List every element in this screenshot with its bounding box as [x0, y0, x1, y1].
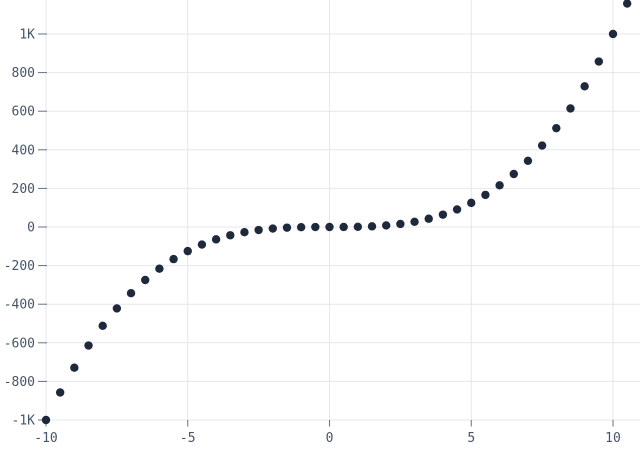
- y-axis-tick-label: 800: [12, 66, 35, 81]
- y-axis-tick-label: -400: [4, 298, 35, 313]
- data-point: [509, 169, 518, 179]
- data-point: [608, 29, 618, 39]
- data-point: [481, 190, 490, 200]
- x-axis-tick-label: -5: [180, 431, 196, 446]
- data-point: [523, 156, 533, 166]
- data-point: [382, 221, 391, 230]
- data-point: [594, 57, 604, 66]
- data-point: [495, 181, 504, 190]
- data-point: [155, 264, 164, 273]
- data-point: [580, 82, 589, 91]
- y-axis-tick-label: -200: [4, 259, 35, 274]
- data-point: [226, 231, 235, 240]
- data-point: [353, 222, 363, 232]
- data-point: [84, 341, 93, 350]
- data-point: [410, 217, 419, 226]
- data-point: [452, 205, 462, 214]
- data-point: [552, 123, 561, 133]
- data-point: [41, 415, 51, 425]
- data-point: [211, 235, 221, 244]
- data-point: [98, 321, 107, 331]
- x-axis-tick-label: -10: [34, 431, 57, 446]
- x-axis-tick-label: 5: [467, 431, 475, 446]
- data-point: [282, 223, 292, 232]
- data-point: [537, 141, 547, 150]
- data-point: [339, 222, 348, 232]
- y-axis-tick-label: 400: [12, 143, 35, 158]
- data-point: [254, 225, 263, 235]
- data-point: [367, 222, 377, 231]
- x-axis-tick-label: 0: [326, 431, 334, 446]
- y-axis-tick-label: -600: [4, 336, 35, 351]
- y-axis-tick-label: 600: [12, 105, 35, 120]
- data-point: [169, 254, 178, 264]
- y-axis-tick-label: -1K: [12, 414, 36, 429]
- data-point: [566, 104, 575, 113]
- data-point: [70, 363, 79, 372]
- data-point: [325, 222, 334, 232]
- y-axis-tick-label: -800: [4, 375, 35, 390]
- data-point: [126, 288, 136, 298]
- y-axis-tick-label: 0: [27, 221, 35, 236]
- y-axis-tick-label: 1K: [19, 28, 35, 43]
- data-point: [268, 224, 277, 233]
- data-point: [240, 228, 249, 237]
- data-point: [296, 222, 306, 232]
- data-point: [183, 246, 192, 256]
- data-point: [55, 388, 65, 397]
- y-axis-tick-label: 200: [12, 182, 35, 197]
- x-axis-tick-label: 10: [605, 431, 621, 446]
- data-point: [438, 210, 448, 219]
- data-point: [622, 0, 632, 8]
- data-point: [424, 214, 433, 223]
- data-point: [311, 222, 320, 232]
- data-point: [396, 219, 405, 229]
- data-point: [197, 240, 207, 249]
- data-point: [141, 275, 150, 285]
- data-point: [112, 304, 122, 313]
- data-point: [467, 198, 476, 208]
